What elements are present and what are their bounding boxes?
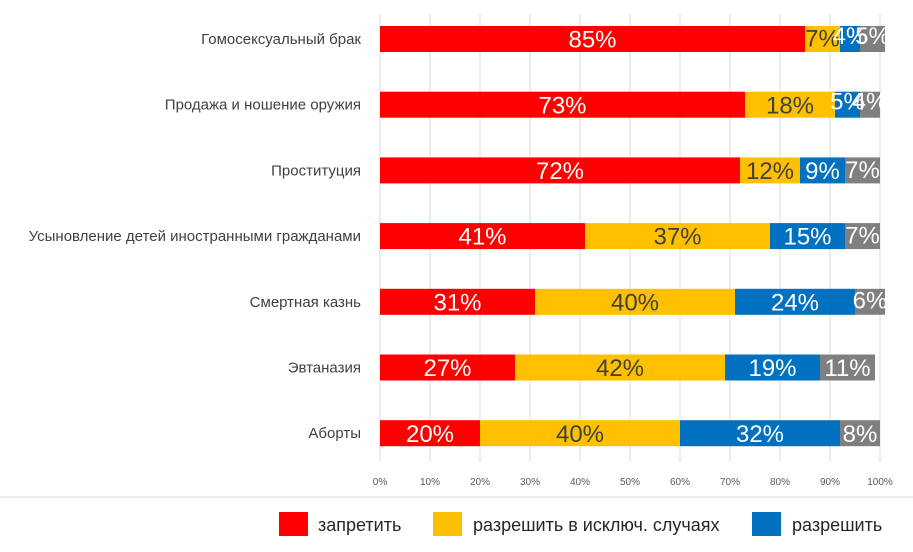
bar-segment <box>680 420 840 447</box>
data-label: 42% <box>596 355 644 382</box>
x-tick-label: 10% <box>420 477 440 488</box>
bar-segment <box>585 223 770 250</box>
x-tick-label: 20% <box>470 477 490 488</box>
data-label: 11% <box>824 355 870 382</box>
data-label: 27% <box>423 355 471 382</box>
bar-segment <box>515 354 725 381</box>
legend-swatch <box>279 512 308 536</box>
data-label: 8% <box>843 421 878 448</box>
data-label: 6% <box>853 287 888 314</box>
x-tick-label: 90% <box>820 477 840 488</box>
legend-label: запретить <box>318 515 401 535</box>
data-label: 40% <box>611 289 659 316</box>
data-label: 37% <box>653 224 701 251</box>
bar-segment <box>860 26 885 52</box>
data-label: 85% <box>568 27 616 54</box>
bar-segment <box>745 91 835 118</box>
bar-segment <box>855 288 885 315</box>
bar-segment <box>820 354 875 381</box>
bar-segment <box>725 354 820 381</box>
data-label: 32% <box>736 421 784 448</box>
bar-segment <box>845 223 880 250</box>
data-label: 4% <box>833 23 868 50</box>
legend-label: разрешить в исключ. случаях <box>473 515 720 535</box>
x-tick-label: 100% <box>867 477 893 488</box>
data-label: 18% <box>766 92 814 119</box>
bar-segment <box>800 157 845 184</box>
bar-segment <box>380 420 480 447</box>
bar-segment <box>770 223 845 250</box>
bar-segment <box>535 288 735 315</box>
category-label: Гомосексуальный брак <box>201 31 361 48</box>
data-label: 12% <box>746 158 794 185</box>
category-label: Продажа и ношение оружия <box>165 97 361 114</box>
data-label: 9% <box>805 158 840 185</box>
category-label: Аборты <box>308 425 361 442</box>
bar-segment <box>380 288 535 315</box>
x-tick-label: 70% <box>720 477 740 488</box>
bar-segment <box>380 157 740 184</box>
x-tick-label: 0% <box>373 477 388 488</box>
legend-swatch <box>433 512 462 536</box>
x-tick-label: 80% <box>770 477 790 488</box>
bar-segment <box>380 223 585 250</box>
legend: запретить разрешить в исключ. случаях разр… <box>279 512 882 536</box>
data-label: 24% <box>771 289 819 316</box>
category-label: Эвтаназия <box>288 360 361 377</box>
data-label: 72% <box>536 158 584 185</box>
data-label: 7% <box>845 223 880 250</box>
bar-segment <box>840 420 880 447</box>
category-label: Проституция <box>271 162 361 179</box>
bar-segment <box>835 91 860 118</box>
data-label: 73% <box>538 92 586 119</box>
category-label: Смертная казнь <box>250 294 362 311</box>
data-label: 7% <box>805 26 840 53</box>
data-label: 15% <box>783 224 831 251</box>
data-label: 19% <box>748 355 796 382</box>
bar-segment <box>380 91 745 118</box>
bar-segment <box>740 157 800 184</box>
bar-segment <box>860 91 880 118</box>
data-label: 40% <box>556 421 604 448</box>
bar-segment <box>805 26 840 52</box>
bar-segment <box>380 354 515 381</box>
legend-label: разрешить <box>792 515 882 535</box>
bar-segment <box>735 288 855 315</box>
data-label: 41% <box>458 224 506 251</box>
bar-segment <box>380 26 805 52</box>
data-labels: 85% 7%4%5%73% 18% 5%4%72% 12% 9% 7%41% 37% 15% 7%… <box>406 23 890 448</box>
data-label: 4% <box>853 89 888 116</box>
legend-swatch <box>752 512 781 536</box>
x-tick-label: 40% <box>570 477 590 488</box>
bar-segment <box>480 420 680 447</box>
data-label: 7% <box>845 157 880 184</box>
category-label: Усыновление детей иностранными гражданам… <box>29 228 361 245</box>
x-tick-labels: 0% 10% 20% 30% 40% 50% 60% 70% 80% 90% 100% <box>373 477 893 488</box>
data-label: 20% <box>406 421 454 448</box>
bar-segment <box>845 157 880 184</box>
data-label: 5% <box>830 89 865 116</box>
x-tick-label: 50% <box>620 477 640 488</box>
x-tick-label: 30% <box>520 477 540 488</box>
bar-segment <box>840 26 860 52</box>
bars <box>380 26 885 447</box>
data-label: 31% <box>433 289 481 316</box>
x-tick-label: 60% <box>670 477 690 488</box>
category-labels: Гомосексуальный брак Продажа и ношение ор… <box>29 31 362 442</box>
data-label: 5% <box>855 23 890 50</box>
